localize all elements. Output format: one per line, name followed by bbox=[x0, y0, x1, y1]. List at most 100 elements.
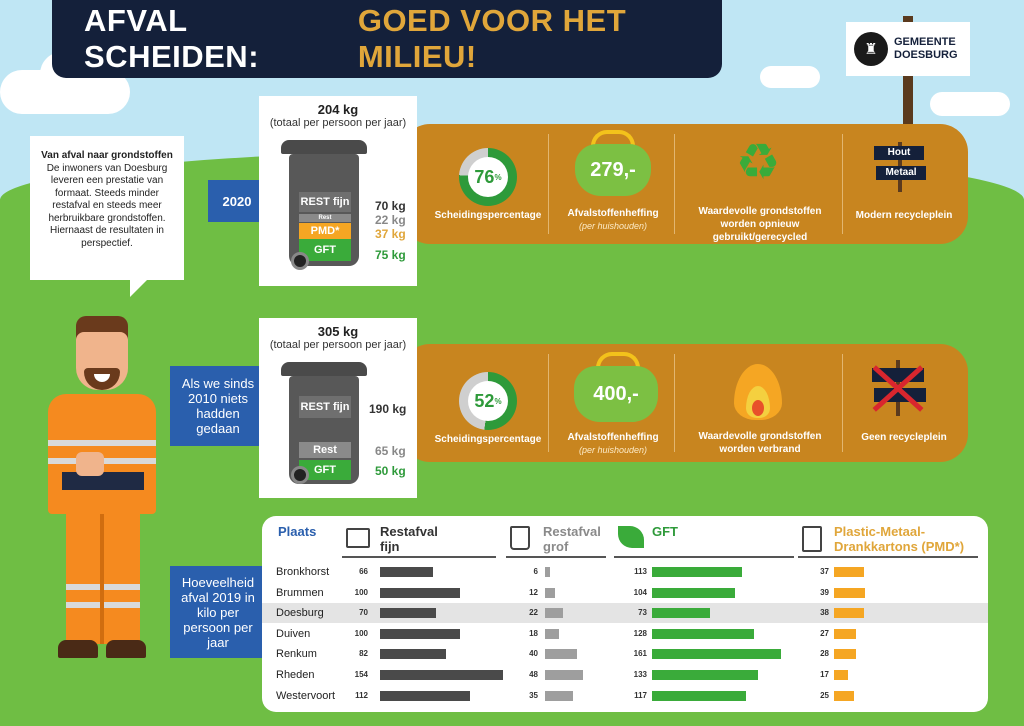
recycle-label-2010: Geen recycleplein bbox=[861, 432, 947, 443]
wallet-icon-2010: 400,- bbox=[574, 366, 658, 422]
row-place-name: Rheden bbox=[276, 669, 315, 681]
value-gft: 161 bbox=[633, 649, 647, 659]
bar-pmd bbox=[834, 567, 864, 577]
bar-pmd bbox=[834, 628, 856, 639]
bin-card-2020: 204 kg (totaal per persoon per jaar) RES… bbox=[259, 96, 417, 286]
bar-rest-fijn bbox=[380, 587, 460, 598]
bar-rest-fijn bbox=[380, 567, 433, 577]
kg-gft-2010: 50 kg bbox=[375, 464, 406, 478]
header-plaats: Plaats bbox=[278, 524, 317, 539]
no-recycle-icon bbox=[868, 358, 928, 418]
percentage-label-2010: Scheidingspercentage bbox=[434, 434, 542, 445]
row-place-name: Duiven bbox=[276, 627, 311, 640]
intro-heading: Van afval naar grondstoffen bbox=[41, 150, 173, 161]
bar-pmd bbox=[834, 690, 854, 701]
heffing-sub-2010: (per huishouden) bbox=[578, 445, 648, 455]
heffing-2020: 279,- bbox=[590, 158, 636, 181]
image-icon bbox=[346, 528, 370, 548]
signpost-icon: Hout Metaal bbox=[874, 142, 928, 192]
percentage-2020: 76 bbox=[474, 166, 495, 187]
table-side-label: Hoeveelheid afval 2019 in kilo per perso… bbox=[170, 566, 266, 658]
bar-rest-grof bbox=[545, 649, 577, 660]
bar-rest-grof bbox=[545, 690, 573, 701]
bar-gft bbox=[652, 649, 781, 660]
bar-gft bbox=[652, 670, 759, 680]
value-gft: 113 bbox=[634, 567, 647, 576]
bar-gft bbox=[652, 690, 746, 701]
row-place-name: Renkum bbox=[276, 648, 317, 661]
table-row: Bronkhorst 66 6 113 37 bbox=[262, 562, 988, 582]
value-rest-fijn: 70 bbox=[359, 608, 368, 618]
logo-line2: DOESBURG bbox=[894, 49, 958, 61]
value-pmd: 38 bbox=[820, 608, 829, 618]
value-gft: 128 bbox=[633, 628, 647, 638]
bar-pmd bbox=[834, 670, 848, 680]
bar-pmd bbox=[834, 587, 866, 598]
recycle-icon: ♻ bbox=[735, 134, 781, 190]
value-rest-grof: 35 bbox=[529, 690, 538, 700]
bar-rest-grof bbox=[545, 567, 550, 577]
bar-gft bbox=[652, 567, 743, 577]
value-pmd: 27 bbox=[820, 628, 829, 638]
fire-icon bbox=[728, 354, 788, 424]
value-pmd: 25 bbox=[820, 690, 829, 700]
row-place-name: Doesburg bbox=[276, 607, 324, 620]
cloud bbox=[760, 66, 820, 88]
percentage-ring-2010: 52% bbox=[459, 372, 517, 430]
castle-icon: ♜ bbox=[854, 32, 888, 66]
total-2010: 305 kg bbox=[317, 324, 359, 339]
table-row: Rheden 154 48 133 17 bbox=[262, 665, 988, 685]
percentage-unit-2020: % bbox=[494, 172, 502, 182]
bin-card-2010: 305 kg (totaal per persoon per jaar) RES… bbox=[259, 318, 417, 498]
value-rest-fijn: 100 bbox=[354, 628, 368, 638]
table-row: Renkum 82 40 161 28 bbox=[262, 644, 988, 664]
table-row: Duiven 100 18 128 27 bbox=[262, 624, 988, 644]
value-rest-grof: 22 bbox=[529, 608, 538, 618]
grondstoffen-label-2020: Waardevolle grondstoffen worden opnieuw … bbox=[698, 206, 822, 243]
bar-rest-grof bbox=[545, 587, 555, 598]
value-rest-fijn: 100 bbox=[354, 587, 368, 597]
value-rest-grof: 40 bbox=[529, 649, 538, 659]
label-2020: 2020 bbox=[208, 180, 266, 222]
percentage-unit-2010: % bbox=[494, 396, 502, 406]
seg-rest-fijn-2020: REST fijn bbox=[299, 192, 351, 212]
intro-body: De inwoners van Doesburg leveren een pre… bbox=[46, 162, 168, 249]
seg-gft-2010: GFT bbox=[299, 460, 351, 480]
value-rest-grof: 18 bbox=[529, 628, 538, 638]
value-gft: 133 bbox=[633, 670, 647, 679]
bin-icon bbox=[510, 526, 530, 550]
value-pmd: 39 bbox=[820, 587, 829, 597]
heffing-2010: 400,- bbox=[593, 382, 639, 405]
bar-pmd bbox=[834, 649, 857, 660]
bar-gft bbox=[652, 608, 711, 619]
row-place-name: Bronkhorst bbox=[276, 566, 330, 578]
value-gft: 104 bbox=[633, 587, 647, 597]
wallet-icon-2020: 279,- bbox=[575, 144, 651, 196]
title-part1: AFVAL SCHEIDEN: bbox=[84, 3, 260, 74]
bar-gft bbox=[652, 628, 755, 639]
waste-table: Plaats Restafval fijn Restafval grof GFT… bbox=[262, 516, 988, 712]
seg-rest-fijn-2010: REST fijn bbox=[299, 396, 351, 418]
bar-rest-grof bbox=[545, 670, 584, 680]
bubble-tail bbox=[130, 279, 148, 297]
value-rest-fijn: 112 bbox=[355, 690, 368, 700]
title-part2: GOED VOOR HET MILIEU! bbox=[357, 3, 627, 74]
recycle-label-2020: Modern recycleplein bbox=[855, 210, 953, 221]
value-rest-fijn: 154 bbox=[354, 670, 368, 679]
label-2010: Als we sinds 2010 niets hadden gedaan bbox=[170, 366, 266, 446]
bar-rest-fijn bbox=[380, 690, 470, 701]
heffing-label-2020: Afvalstoffenheffing bbox=[567, 208, 659, 219]
heffing-sub-2020: (per huishouden) bbox=[578, 221, 648, 231]
header-pmd: Plastic-Metaal-Drankkartons (PMD*) bbox=[834, 524, 965, 554]
header-rest-fijn: Restafval fijn bbox=[380, 524, 438, 554]
sign-metaal: Metaal bbox=[876, 166, 926, 180]
value-pmd: 37 bbox=[820, 567, 829, 576]
percentage-ring-2020: 76% bbox=[459, 148, 517, 206]
value-rest-grof: 12 bbox=[529, 587, 538, 597]
municipality-logo: ♜ GEMEENTE DOESBURG bbox=[846, 22, 970, 76]
kg-rest-fijn-2010: 190 kg bbox=[369, 402, 407, 416]
worker-illustration bbox=[40, 312, 170, 662]
value-rest-grof: 48 bbox=[529, 670, 538, 679]
header-rest-grof: Restafval grof bbox=[543, 524, 601, 554]
seg-pmd-2020: PMD* bbox=[299, 223, 351, 239]
